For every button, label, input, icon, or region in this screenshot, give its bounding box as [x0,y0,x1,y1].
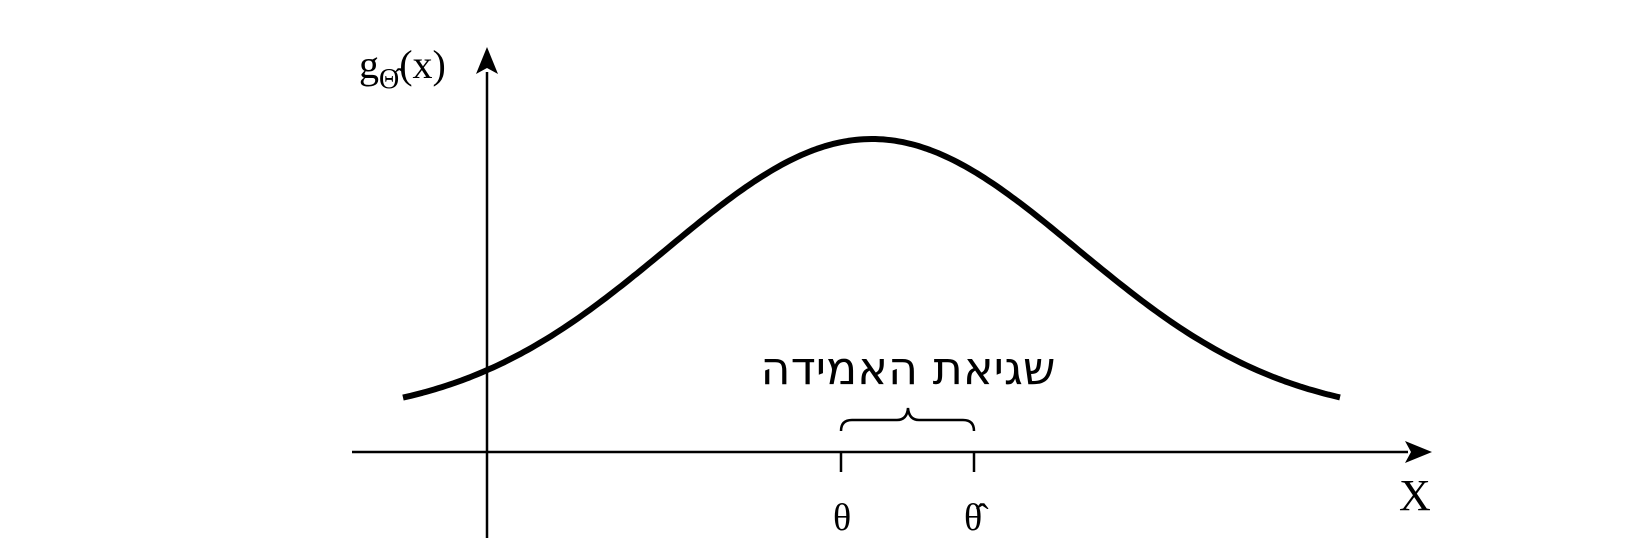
y-axis-label-main: g [359,42,379,87]
y-axis-label: gΘ̂(x) [359,42,446,95]
x-axis-label: X [1399,471,1431,520]
error-brace [839,407,976,432]
theta-label: θ [833,497,851,539]
y-axis-arrowhead [476,47,498,74]
estimation-error-label: שגיאת האמידה [761,341,1056,395]
theta-hat-label: θ̂ [964,497,989,539]
density-curve [402,136,1341,401]
x-axis-arrowhead [1405,441,1432,463]
y-axis-label-argument: (x) [399,42,446,87]
